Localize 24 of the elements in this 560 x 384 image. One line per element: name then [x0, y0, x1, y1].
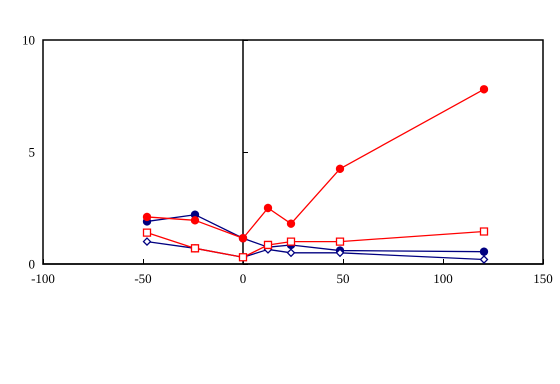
point — [480, 248, 488, 256]
y-tick-label: 5 — [28, 144, 35, 160]
x-tick-label: -100 — [31, 271, 55, 286]
point — [286, 220, 296, 228]
point — [264, 240, 272, 250]
point — [264, 204, 272, 212]
point — [190, 216, 200, 224]
x-tick-label: 0 — [240, 271, 246, 286]
point — [142, 228, 152, 237]
point — [286, 248, 296, 257]
x-tick-label: 100 — [433, 271, 453, 286]
point — [480, 85, 488, 94]
point — [336, 237, 344, 246]
x-tick-label: 50 — [336, 271, 350, 286]
x-tick-label: 150 — [533, 271, 553, 286]
point — [142, 237, 152, 246]
point — [286, 237, 296, 246]
x-tick-label: -50 — [134, 271, 152, 286]
y-tick-label: 0 — [28, 256, 35, 272]
point — [142, 212, 152, 222]
point — [336, 164, 344, 173]
point — [480, 227, 488, 236]
point — [480, 255, 488, 264]
y-tick-label: 10 — [22, 32, 35, 48]
